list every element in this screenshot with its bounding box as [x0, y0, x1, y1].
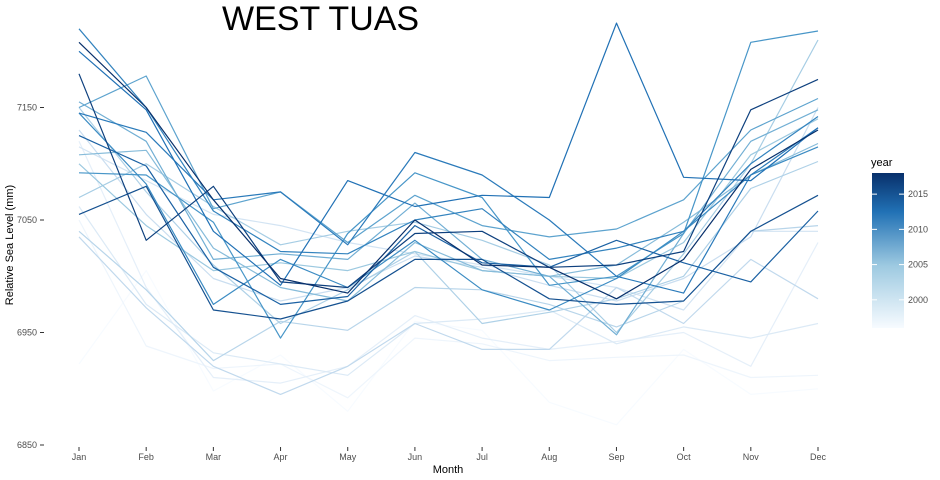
- x-tick-label: Feb: [138, 452, 154, 462]
- x-tick-label: Jul: [476, 452, 488, 462]
- legend-tick-label: 2015: [908, 189, 928, 199]
- y-tick-label: 6850: [17, 440, 37, 450]
- x-tick-label: Jan: [72, 452, 87, 462]
- x-tick-label: Nov: [743, 452, 760, 462]
- series-line-2013: [78, 112, 819, 294]
- x-tick-label: Oct: [677, 452, 692, 462]
- series-line-1997: [78, 219, 819, 399]
- series-line-2009: [78, 75, 819, 244]
- series-line-2008: [78, 101, 819, 336]
- series-line-2011: [78, 112, 819, 311]
- series-line-1996: [78, 270, 819, 426]
- x-axis-title: Month: [433, 464, 464, 476]
- legend-colorbar: [872, 173, 904, 328]
- series-line-2015: [78, 135, 819, 305]
- legend-tick-label: 2000: [908, 295, 928, 305]
- legend-ticks: 2000 2005 2010 2015: [872, 189, 928, 305]
- color-legend: year 2000 2005 2010 2015: [871, 157, 928, 328]
- y-tick-label: 6950: [17, 328, 37, 338]
- series-line-2016: [78, 185, 819, 320]
- legend-tick-label: 2005: [908, 260, 928, 270]
- chart-title: WEST TUAS: [222, 0, 419, 38]
- series-line-2012: [78, 28, 819, 260]
- series-line-1999: [78, 206, 819, 376]
- series-line-2001: [78, 107, 819, 302]
- x-tick-label: May: [339, 452, 357, 462]
- x-tick-label: Dec: [810, 452, 827, 462]
- series-line-1998: [78, 141, 819, 384]
- series-line-2002: [78, 236, 819, 395]
- x-tick-label: Apr: [274, 452, 288, 462]
- y-axis: 6850 6950 7050 7150: [17, 103, 44, 450]
- x-tick-label: Mar: [206, 452, 222, 462]
- series-lines: [78, 22, 819, 426]
- x-axis: Jan Feb Mar Apr May Jun Jul Aug Sep Oct Nov Dec: [72, 447, 827, 462]
- x-tick-label: Sep: [608, 452, 624, 462]
- series-line-2014: [78, 22, 819, 286]
- series-line-2004: [78, 107, 819, 325]
- series-line-2010: [78, 30, 819, 339]
- legend-tick-label: 2010: [908, 224, 928, 234]
- series-line-2006: [78, 118, 819, 280]
- y-tick-label: 7150: [17, 103, 37, 113]
- series-line-2018: [78, 41, 819, 300]
- series-line-2017: [78, 73, 819, 289]
- y-tick-label: 7050: [17, 215, 37, 225]
- x-tick-label: Aug: [541, 452, 557, 462]
- series-line-2007: [78, 142, 819, 302]
- x-tick-label: Jun: [408, 452, 423, 462]
- legend-title: year: [871, 157, 893, 169]
- y-axis-title: Relative Sea Level (mm): [4, 185, 16, 305]
